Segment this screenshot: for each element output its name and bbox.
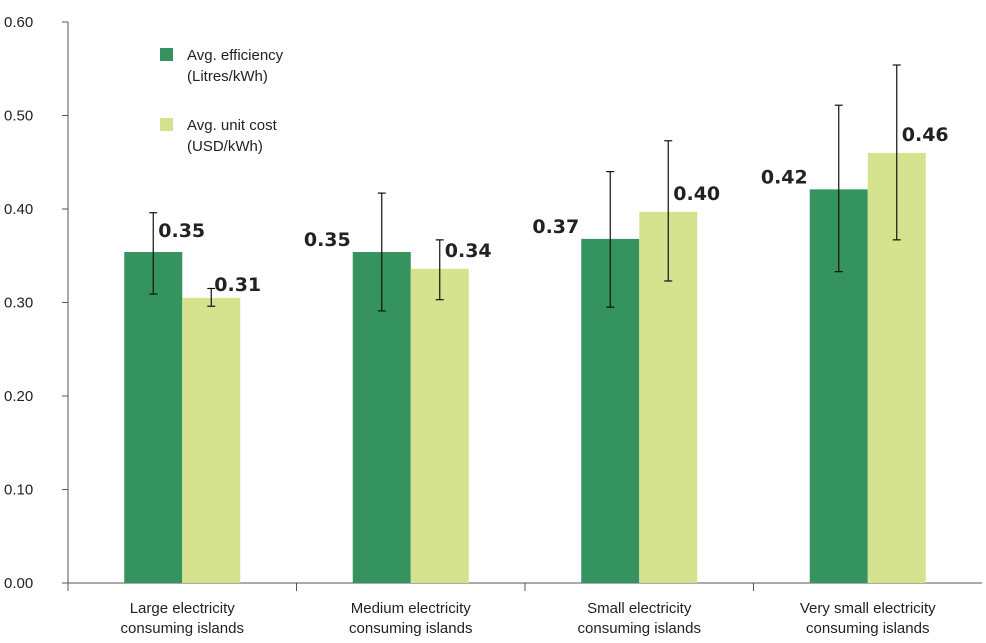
chart-data-labels: 0.35 0.31 0.35 0.34 0.37 0.40 0.42 0.46 [158, 124, 948, 296]
unit-cost-bar [410, 268, 469, 583]
x-category-label: Small electricity consuming islands [578, 600, 701, 637]
x-category-label: Very small electricity consuming islands [800, 600, 936, 637]
chart-bars [124, 152, 926, 584]
data-label: 0.46 [902, 124, 949, 146]
legend-item: Avg. efficiency (Litres/kWh) [160, 47, 284, 85]
chart-axes: 0.00 0.10 0.20 0.30 0.40 0.50 0.60 Large electr… [4, 14, 982, 637]
data-label: 0.35 [304, 229, 351, 251]
y-tick-label: 0.40 [4, 201, 33, 218]
legend-label: Avg. unit cost (USD/kWh) [187, 117, 278, 155]
chart-error-bars [149, 64, 901, 312]
x-category-label: Large electricity consuming islands [121, 600, 244, 637]
x-category-label: Medium electricity consuming islands [349, 600, 472, 637]
error-bar [207, 287, 216, 307]
error-bar [664, 140, 673, 282]
y-tick-label: 0.20 [4, 388, 33, 405]
y-tick-label: 0.50 [4, 108, 33, 125]
legend-swatch [160, 118, 173, 131]
unit-cost-bar [182, 297, 241, 583]
error-bar [892, 64, 901, 241]
efficiency-bar [124, 252, 183, 583]
y-tick-label: 0.60 [4, 14, 33, 31]
data-label: 0.37 [532, 216, 579, 238]
data-label: 0.42 [761, 166, 808, 188]
legend-swatch [160, 48, 173, 61]
legend-item: Avg. unit cost (USD/kWh) [160, 117, 278, 155]
error-bar [149, 212, 158, 295]
y-tick-label: 0.10 [4, 482, 33, 499]
error-bar [606, 171, 615, 308]
data-label: 0.31 [214, 274, 261, 296]
error-bar [435, 239, 444, 301]
legend-label: Avg. efficiency (Litres/kWh) [187, 47, 284, 85]
y-tick-label: 0.30 [4, 295, 33, 312]
data-label: 0.34 [445, 240, 492, 262]
data-label: 0.35 [158, 220, 205, 242]
error-bar [377, 192, 386, 312]
error-bar [834, 104, 843, 273]
chart-legend: Avg. efficiency (Litres/kWh) Avg. unit cos… [160, 47, 284, 155]
y-tick-label: 0.00 [4, 575, 33, 592]
data-label: 0.40 [673, 183, 720, 205]
